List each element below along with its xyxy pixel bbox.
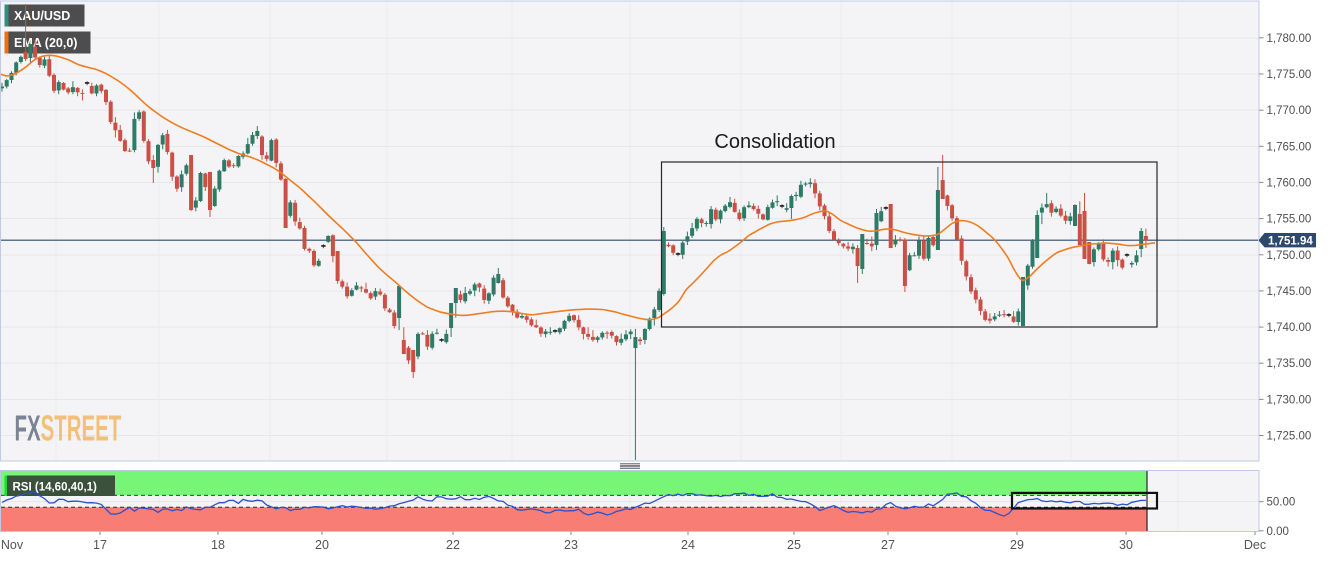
svg-text:EMA (20,0): EMA (20,0)	[14, 36, 77, 50]
svg-text:Nov: Nov	[1, 538, 24, 552]
svg-text:RSI (14,60,40,1): RSI (14,60,40,1)	[13, 482, 98, 494]
svg-text:1,755.00: 1,755.00	[1267, 214, 1312, 226]
svg-text:24: 24	[681, 538, 695, 552]
svg-text:1,780.00: 1,780.00	[1267, 33, 1312, 45]
svg-text:1,751.94: 1,751.94	[1268, 236, 1313, 248]
svg-text:1,745.00: 1,745.00	[1267, 286, 1312, 298]
svg-text:22: 22	[446, 538, 460, 552]
svg-text:1,760.00: 1,760.00	[1267, 177, 1312, 189]
svg-text:FXSTREET: FXSTREET	[15, 408, 122, 449]
svg-text:XAU/USD: XAU/USD	[14, 9, 70, 23]
svg-text:1,735.00: 1,735.00	[1267, 358, 1312, 370]
svg-text:1,725.00: 1,725.00	[1267, 431, 1312, 443]
svg-text:1,770.00: 1,770.00	[1267, 105, 1312, 117]
svg-text:Dec: Dec	[1244, 538, 1266, 552]
svg-text:0.00: 0.00	[1267, 526, 1289, 538]
svg-text:18: 18	[211, 538, 225, 552]
svg-text:27: 27	[881, 538, 895, 552]
svg-text:1,775.00: 1,775.00	[1267, 69, 1312, 81]
svg-text:30: 30	[1119, 538, 1133, 552]
svg-text:1,740.00: 1,740.00	[1267, 322, 1312, 334]
svg-text:23: 23	[564, 538, 578, 552]
svg-text:17: 17	[93, 538, 107, 552]
svg-text:25: 25	[787, 538, 801, 552]
svg-text:20: 20	[315, 538, 329, 552]
svg-text:Consolidation: Consolidation	[714, 131, 835, 153]
svg-text:1,750.00: 1,750.00	[1267, 250, 1312, 262]
svg-text:29: 29	[1010, 538, 1024, 552]
svg-text:50.00: 50.00	[1267, 497, 1296, 509]
svg-text:1,765.00: 1,765.00	[1267, 141, 1312, 153]
svg-text:1,730.00: 1,730.00	[1267, 394, 1312, 406]
